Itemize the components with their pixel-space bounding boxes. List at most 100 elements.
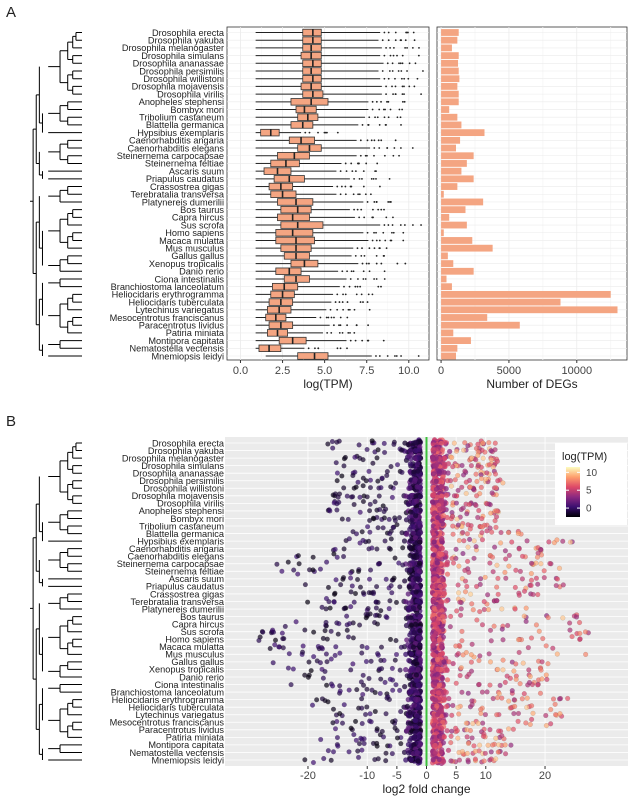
gene-point (389, 750, 396, 757)
outlier (343, 285, 345, 288)
gene-point (477, 653, 483, 659)
species-label: Capra hircus (172, 619, 224, 629)
gene-point (366, 508, 373, 514)
outlier (341, 270, 344, 273)
gene-point (441, 618, 447, 624)
scatter-row-41 (325, 746, 509, 759)
gene-point (523, 618, 529, 625)
gene-point (440, 634, 447, 640)
gene-point (440, 613, 446, 620)
species-label: Hypsibius exemplaris (137, 128, 224, 138)
scatter-points (256, 437, 592, 766)
gene-point (398, 447, 405, 453)
gene-point (475, 452, 481, 459)
gene-point (406, 501, 412, 508)
gene-point (417, 539, 423, 545)
outlier (382, 108, 385, 111)
outlier (383, 31, 386, 34)
scatter-row-1 (330, 444, 498, 456)
gene-point (455, 590, 462, 596)
outlier (348, 285, 351, 288)
gene-point (523, 720, 529, 726)
gene-point (373, 605, 380, 611)
gene-point (475, 462, 481, 469)
x-tick-label: 10000 (561, 365, 592, 377)
gene-point (505, 529, 512, 536)
outlier (357, 278, 359, 280)
box-body (302, 59, 322, 68)
gene-point (355, 568, 362, 575)
outlier (390, 201, 392, 203)
box-body (302, 44, 322, 52)
gene-point (446, 659, 452, 665)
gene-point (351, 599, 357, 605)
outlier (359, 139, 362, 142)
gene-point (416, 455, 422, 461)
species-label: Mnemiopsis leidyi (151, 755, 224, 765)
gene-point (359, 643, 365, 650)
box-2 (255, 44, 420, 52)
gene-point (437, 583, 443, 589)
gene-point (397, 584, 403, 590)
box-body (290, 98, 329, 106)
gene-point (431, 446, 437, 452)
gene-point (467, 526, 473, 532)
species-label: Danio rerio (179, 672, 224, 682)
gene-point (352, 718, 359, 725)
outlier (359, 301, 362, 303)
gene-point (500, 637, 506, 643)
box-12 (255, 121, 402, 129)
box-body (272, 282, 299, 291)
gene-point (340, 574, 347, 581)
gene-point (473, 544, 479, 550)
gene-point (502, 751, 509, 757)
outlier (350, 270, 353, 273)
outlier (400, 147, 402, 149)
bar-8 (441, 90, 459, 98)
tree-branches (30, 442, 82, 761)
gene-point (323, 682, 330, 688)
gene-point (459, 484, 465, 490)
gene-point (538, 561, 544, 567)
box-33 (255, 282, 382, 291)
outlier (340, 185, 343, 188)
outlier (417, 355, 420, 357)
gene-point (451, 440, 457, 446)
gene-point (310, 554, 316, 560)
gene-point (439, 535, 445, 542)
gene-point (285, 559, 291, 565)
gene-point (477, 608, 483, 615)
gene-point (302, 672, 308, 678)
gene-point (473, 471, 479, 477)
gene-point (256, 637, 262, 644)
gene-point (331, 599, 337, 605)
gene-point (341, 485, 347, 491)
outlier (383, 77, 386, 80)
outlier (375, 254, 378, 257)
gene-point (412, 560, 418, 567)
species-label: Bombyx mori (170, 514, 224, 524)
scatter-row-31 (302, 671, 550, 683)
gene-point (343, 613, 350, 619)
gene-point (399, 469, 405, 476)
gene-point (468, 659, 475, 665)
gene-point (412, 717, 419, 724)
gene-point (382, 506, 389, 512)
gene-point (388, 536, 394, 542)
gene-point (285, 665, 292, 671)
gene-point (445, 470, 451, 476)
gene-point (495, 666, 501, 673)
gene-point (360, 590, 367, 596)
outlier (366, 201, 369, 203)
gene-point (476, 657, 482, 664)
gene-point (389, 719, 396, 725)
species-label: Mesocentrotus franciscanus (110, 718, 225, 728)
gene-point (494, 562, 500, 568)
bar-10 (441, 106, 450, 113)
gene-point (448, 733, 454, 739)
gene-point (332, 491, 339, 497)
gene-point (415, 682, 421, 688)
gene-point (380, 503, 386, 509)
box-30 (255, 259, 407, 268)
box-36 (255, 306, 371, 314)
